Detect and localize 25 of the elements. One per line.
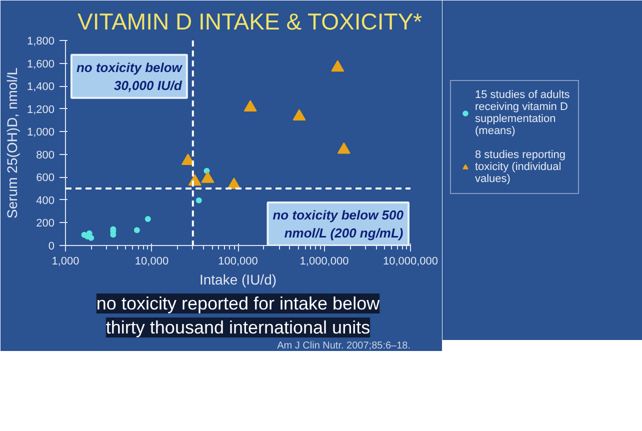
ref-line-label: no toxicity below 500 nmol/L (200 ng/mL) bbox=[272, 208, 404, 241]
y-axis-title: Serum 25(OH)D, nmol/L bbox=[4, 67, 20, 218]
legend-label: 15 studies of adults receiving vitamin D supplementation (means) bbox=[475, 89, 570, 137]
y-tick-label: 1,000 bbox=[26, 126, 55, 139]
x-tick-label: 1,000,000 bbox=[300, 256, 349, 268]
y-tick-label: 1,800 bbox=[26, 36, 55, 48]
y-tick-label: 200 bbox=[36, 218, 55, 230]
legend-label: 8 studies reporting toxicity (individual values) bbox=[475, 149, 566, 185]
x-tick-label: 10,000,000 bbox=[382, 256, 438, 268]
x-tick-label: 100,000 bbox=[218, 256, 258, 268]
y-tick-label: 0 bbox=[48, 240, 55, 252]
y-tick-label: 600 bbox=[36, 172, 55, 184]
y-tick-label: 1,400 bbox=[26, 81, 55, 94]
y-tick-label: 1,600 bbox=[26, 58, 55, 70]
chart-title: VITAMIN D INTAKE & TOXICITY* bbox=[78, 8, 422, 34]
text: Am J Clin Nutr. 2007;85:6–18. bbox=[277, 340, 411, 352]
x-tick-label: 1,000 bbox=[52, 256, 80, 268]
ref-line-label: no toxicity below 30,000 IU/d bbox=[76, 60, 183, 93]
y-tick-label: 400 bbox=[36, 194, 55, 207]
x-tick-label: 10,000 bbox=[134, 256, 169, 268]
x-axis-title: Intake (IU/d) bbox=[199, 272, 277, 288]
text: thirty thousand international units bbox=[106, 318, 370, 338]
y-tick-label: 1,200 bbox=[26, 104, 55, 116]
text: no toxicity reported for intake below bbox=[96, 294, 381, 314]
y-tick-label: 800 bbox=[36, 149, 55, 162]
